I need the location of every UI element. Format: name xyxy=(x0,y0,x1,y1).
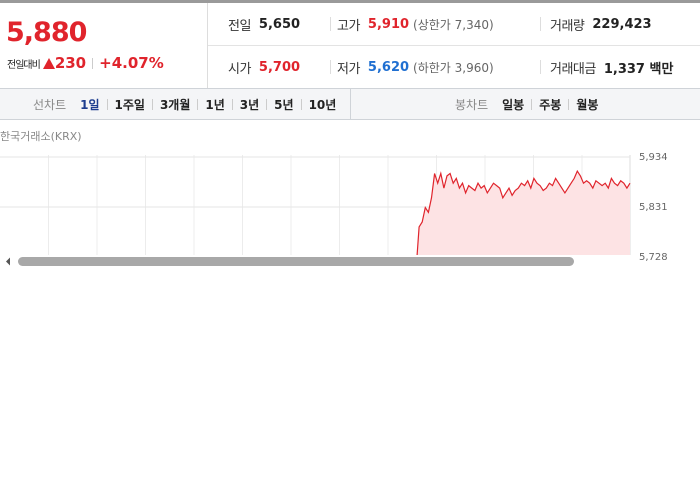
tab[interactable]: 5년 xyxy=(274,97,294,112)
current-price: 5,880 xyxy=(6,17,87,48)
stats-row: 시가 5,700 저가 5,620 (하한가 3,960) 거래대금 1,337 백만 xyxy=(208,46,700,88)
stat-label: 고가 xyxy=(337,18,360,34)
up-arrow xyxy=(42,57,55,69)
tab-divider xyxy=(350,89,351,119)
plot-area xyxy=(0,155,631,255)
change-row: 전일대비 230 +4.07% xyxy=(7,54,164,72)
separator xyxy=(106,98,108,110)
change-percent: +4.07% xyxy=(99,54,164,72)
separator xyxy=(151,98,153,110)
stat-note: (하한가 3,960) xyxy=(413,60,494,75)
stat-label: 거래량 xyxy=(550,18,585,34)
change-value: 230 xyxy=(54,54,87,72)
scrollbar xyxy=(0,255,700,268)
area-fill xyxy=(417,171,630,255)
y-tick-label: 5,728 xyxy=(639,252,668,263)
separator xyxy=(540,17,541,31)
price-panel: 5,880 전일대비 230 +4.07% xyxy=(0,3,208,88)
price-line xyxy=(416,169,631,255)
stat-cell: 거래대금 1,337 백만 xyxy=(550,46,673,88)
tab[interactable]: 1주일 xyxy=(114,97,145,112)
tab[interactable]: 10년 xyxy=(308,97,337,112)
quote-header: 5,880 전일대비 230 +4.07% 전일 5,650 고가 5,910 (상한가… xyxy=(0,0,700,88)
stat-value: 5,910 xyxy=(367,16,410,32)
separator xyxy=(568,98,570,110)
stat-value: 5,700 xyxy=(258,59,301,75)
stat-cell: 시가 5,700 xyxy=(228,46,300,88)
stat-cell: 거래량 229,423 xyxy=(550,3,652,45)
stat-label: 전일 xyxy=(228,18,251,34)
separator xyxy=(300,98,302,110)
candle-chart-tabs: 봉차트 일봉 주봉 월봉 xyxy=(455,89,598,119)
separator xyxy=(330,60,331,74)
separator xyxy=(197,98,199,110)
separator xyxy=(531,98,533,110)
scroll-left[interactable] xyxy=(6,257,10,266)
stats-grid: 전일 5,650 고가 5,910 (상한가 7,340) 거래량 229,423 시가 5,7… xyxy=(208,3,700,88)
tab-group-label: 봉차트 xyxy=(455,97,489,112)
y-tick-label: 5,934 xyxy=(639,152,668,163)
stat-value: 5,650 xyxy=(258,16,301,32)
tab[interactable]: 3개월 xyxy=(159,97,191,112)
stats-row: 전일 5,650 고가 5,910 (상한가 7,340) 거래량 229,423 xyxy=(208,3,700,46)
tab-group-label: 선차트 xyxy=(33,97,67,112)
tab[interactable]: 일봉 xyxy=(502,97,525,112)
tab[interactable]: 주봉 xyxy=(539,97,562,112)
stat-note: (상한가 7,340) xyxy=(413,17,494,32)
tab[interactable]: 1년 xyxy=(205,97,225,112)
separator xyxy=(92,57,94,69)
stat-label: 거래대금 xyxy=(550,61,596,77)
scroll-thumb[interactable] xyxy=(18,257,574,266)
chart-source: 한국거래소(KRX) xyxy=(0,130,82,143)
line-chart-tabs: 선차트 1일 1주일 3개월 1년 3년 5년 10년 xyxy=(33,89,336,119)
y-tick-label: 5,831 xyxy=(639,202,668,213)
stat-label: 저가 xyxy=(337,61,360,77)
intraday-chart: 한국거래소(KRX) 5,934 5,831 5,728 xyxy=(0,130,700,268)
stat-value: 5,620 xyxy=(367,59,410,75)
stat-value: 1,337 백만 xyxy=(603,61,674,77)
separator xyxy=(231,98,233,110)
separator xyxy=(540,60,541,74)
tab[interactable]: 월봉 xyxy=(576,97,599,112)
tab[interactable]: 1일 xyxy=(80,97,100,112)
stat-cell: 고가 5,910 (상한가 7,340) xyxy=(337,3,494,45)
stat-cell: 저가 5,620 (하한가 3,960) xyxy=(337,46,494,88)
stat-label: 시가 xyxy=(228,61,251,77)
separator xyxy=(266,98,268,110)
change-label: 전일대비 xyxy=(7,59,41,71)
stat-cell: 전일 5,650 xyxy=(228,3,300,45)
stat-value: 229,423 xyxy=(592,16,652,32)
period-tabs: 선차트 1일 1주일 3개월 1년 3년 5년 10년 봉차트 일봉 주봉 월봉 xyxy=(0,88,700,120)
tab[interactable]: 3년 xyxy=(239,97,260,112)
separator xyxy=(330,17,331,31)
